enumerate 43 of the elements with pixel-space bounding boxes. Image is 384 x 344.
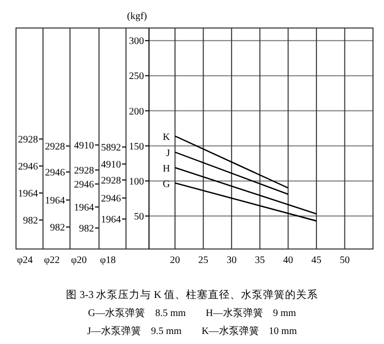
text: 4910: [101, 160, 121, 170]
series-label: H: [162, 164, 170, 175]
text: 2928: [45, 142, 65, 152]
x-tick-label: 35: [254, 255, 265, 266]
text: 1964: [101, 214, 121, 226]
y-tick-label: 200: [129, 106, 144, 118]
y-tick-label: 100: [129, 176, 144, 188]
y-tick-label: 300: [129, 36, 144, 48]
text: φ20: [71, 255, 87, 266]
text: 2946: [101, 194, 121, 204]
text: 2946: [74, 180, 94, 190]
text: 2928: [101, 176, 121, 186]
series-label: J: [166, 148, 170, 160]
text: 图 3-3 水泵压力与 K 值、柱塞直径、水泵弹簧的关系: [66, 288, 318, 301]
text: J—水泵弹簧 9.5 mm K—水泵弹簧 10 mm: [87, 326, 297, 337]
text: 1964: [18, 188, 38, 200]
text: 982: [50, 222, 65, 234]
text: 982: [23, 216, 38, 226]
y-axis-title: (kgf): [127, 11, 147, 22]
text: 2946: [45, 168, 65, 178]
text: 1964: [74, 202, 94, 214]
text: 4910: [74, 140, 94, 152]
text: 5892: [101, 142, 121, 154]
text: 1964: [45, 196, 65, 206]
x-tick-label: 45: [311, 255, 322, 266]
text: φ24: [17, 255, 33, 266]
x-tick-label: 40: [283, 255, 294, 266]
y-tick-label: 150: [129, 141, 144, 152]
text: φ22: [44, 255, 60, 266]
text: 2928: [18, 134, 38, 146]
x-tick-label: 50: [340, 255, 350, 266]
y-tick-label: 250: [129, 71, 144, 82]
series-label: G: [162, 179, 170, 190]
x-tick-label: 25: [198, 255, 208, 266]
text: φ18: [100, 255, 116, 266]
x-tick-label: 20: [170, 255, 180, 266]
text: 2928: [74, 166, 94, 176]
text: 982: [79, 224, 94, 234]
text: 2946: [18, 162, 38, 172]
x-tick-label: 30: [226, 255, 237, 266]
y-tick-label: 50: [134, 212, 144, 223]
series-label: K: [162, 132, 171, 144]
text: G—水泵弹簧 8.5 mm H—水泵弹簧 9 mm: [88, 308, 296, 319]
